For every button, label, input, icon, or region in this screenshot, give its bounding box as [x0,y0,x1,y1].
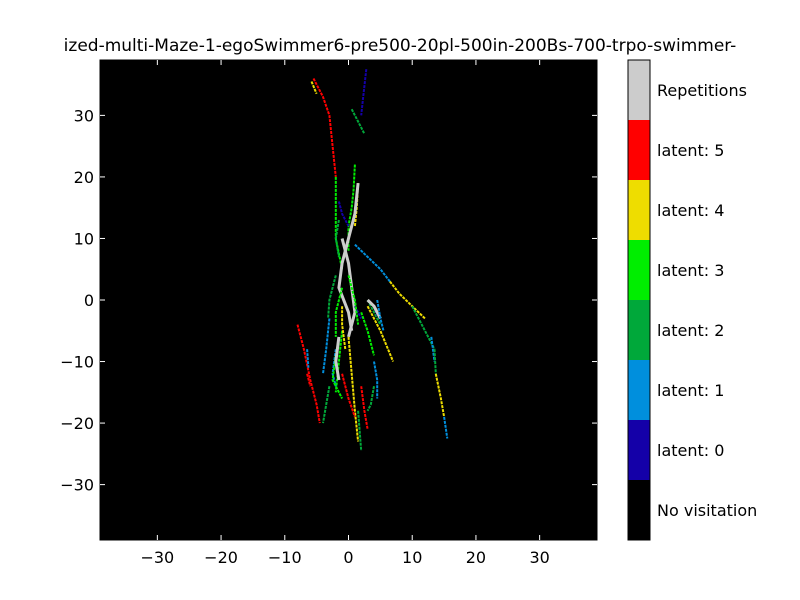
colorbar-swatch [628,60,650,120]
colorbar-label: No visitation [657,501,757,520]
colorbar-swatch [628,480,650,540]
trajectory-segment [354,243,391,283]
trajectory-segment [373,361,379,399]
trajectory-segment [337,182,360,332]
x-tick-label: −30 [140,548,174,567]
trajectory-segment [347,336,360,442]
y-tick-label: −30 [60,476,94,495]
trajectory-segment [334,336,341,381]
colorbar-label: latent: 4 [657,201,724,220]
colorbar-label: Repetitions [657,81,747,100]
trajectory-segment [341,373,356,418]
trajectory-segment [334,287,344,337]
x-tick-label: 10 [402,548,422,567]
y-tick-label: −20 [60,414,94,433]
trajectory-segment [306,373,312,387]
trajectory-segment [347,275,360,325]
colorbar-swatch [628,300,650,360]
colorbar-legend: No visitation latent: 0 latent: 1 latent: 2… [627,59,757,541]
colorbar-swatch [628,120,650,180]
colorbar-label: latent: 2 [657,321,724,340]
trajectory-segment [366,386,375,412]
trajectory-segment [366,298,382,320]
y-tick-label: 0 [84,291,94,310]
colorbar-swatch [628,240,650,300]
trajectory-segment [341,306,347,350]
trajectory-segment [376,299,385,332]
trajectory-segment [357,410,363,451]
trajectory-segment [443,416,449,439]
trajectory-segment [334,330,344,393]
trajectory-segment [322,386,331,424]
colorbar-label: latent: 3 [657,261,724,280]
x-tick-label: 20 [466,548,486,567]
colorbar-label: latent: 0 [657,441,724,460]
colorbar-frame [627,59,651,541]
trajectory-segment [322,318,331,374]
y-tick-label: −10 [60,353,94,372]
trajectory-segment [306,349,310,368]
y-axis: 30 20 10 0 −10 −20 −30 [60,106,597,495]
trajectory-segment [327,275,337,319]
trajectory-segment [350,108,366,135]
x-tick-label: −20 [204,548,238,567]
colorbar-swatch [628,360,650,420]
trajectory-segment [310,81,318,95]
trajectory-segment [433,349,437,374]
trajectory-segment [360,69,368,116]
x-tick-label: 30 [529,548,549,567]
x-axis: −30 −20 −10 0 10 20 30 [140,60,550,567]
y-tick-label: 10 [74,229,94,248]
trajectory-segment [389,280,426,320]
trajectory-segment [337,201,350,227]
trajectory-segment [296,324,321,424]
x-tick-label: 0 [343,548,353,567]
trajectory-segment [360,311,375,356]
trajectory-segment [312,78,337,178]
colorbar-swatch [628,420,650,480]
y-tick-label: 20 [74,168,94,187]
trajectory-segment [434,373,446,418]
colorbar-swatch [628,180,650,240]
trajectory-segment [334,219,340,258]
colorbar-label: latent: 1 [657,381,724,400]
plot-area [100,60,597,540]
trajectory-layer [296,69,449,451]
x-tick-label: −10 [268,548,302,567]
y-tick-label: 30 [74,106,94,125]
colorbar-label: latent: 5 [657,141,724,160]
trajectory-segment [360,386,369,430]
trajectory-segment [366,305,395,362]
chart-title: ized-multi-Maze-1-egoSwimmer6-pre500-20p… [63,36,737,56]
